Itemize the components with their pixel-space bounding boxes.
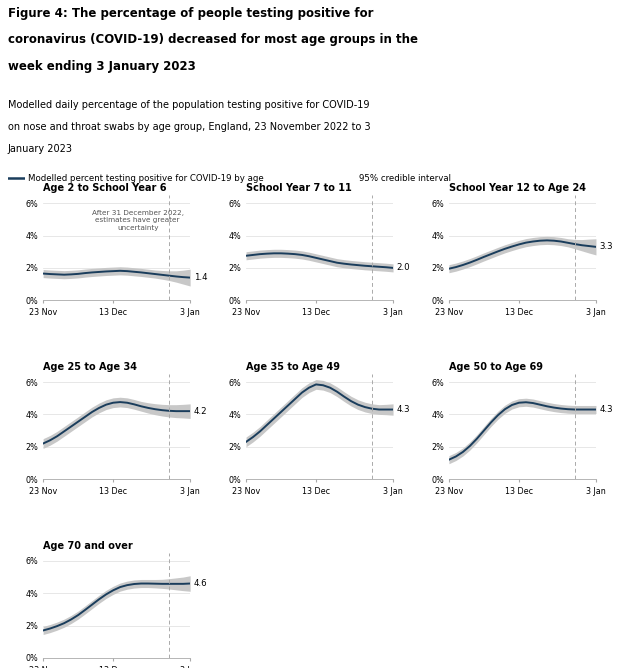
Text: on nose and throat swabs by age group, England, 23 November 2022 to 3: on nose and throat swabs by age group, E… [8,122,370,132]
Text: 4.3: 4.3 [396,405,410,414]
Text: 95% credible interval: 95% credible interval [359,174,451,183]
Text: Figure 4: The percentage of people testing positive for: Figure 4: The percentage of people testi… [8,7,373,19]
Text: 4.2: 4.2 [193,407,207,415]
Text: coronavirus (COVID-19) decreased for most age groups in the: coronavirus (COVID-19) decreased for mos… [8,33,418,46]
Text: School Year 12 to Age 24: School Year 12 to Age 24 [449,183,586,193]
Text: 3.3: 3.3 [600,242,613,251]
Text: January 2023: January 2023 [8,144,73,154]
Text: 2.0: 2.0 [396,263,410,273]
Text: Modelled percent testing positive for COVID-19 by age: Modelled percent testing positive for CO… [28,174,264,183]
Text: Age 35 to Age 49: Age 35 to Age 49 [246,362,340,372]
Text: Age 25 to Age 34: Age 25 to Age 34 [43,362,137,372]
Text: Modelled daily percentage of the population testing positive for COVID-19: Modelled daily percentage of the populat… [8,100,369,110]
Text: 4.3: 4.3 [600,405,613,414]
Text: 1.4: 1.4 [193,273,207,282]
Text: 4.6: 4.6 [193,579,207,588]
Text: Age 50 to Age 69: Age 50 to Age 69 [449,362,543,372]
Text: After 31 December 2022,
estimates have greater
uncertainty: After 31 December 2022, estimates have g… [92,210,184,230]
Text: Age 70 and over: Age 70 and over [43,540,133,550]
Text: School Year 7 to 11: School Year 7 to 11 [246,183,352,193]
Text: Age 2 to School Year 6: Age 2 to School Year 6 [43,183,167,193]
Text: week ending 3 January 2023: week ending 3 January 2023 [8,60,195,73]
